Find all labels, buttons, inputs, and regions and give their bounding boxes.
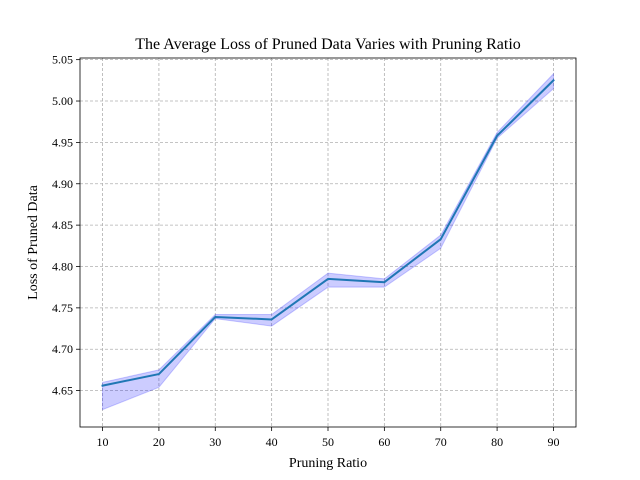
x-tick-label: 40	[266, 435, 278, 449]
y-tick-label: 4.95	[52, 135, 73, 149]
series-line	[101, 78, 555, 387]
x-tick-label: 80	[491, 435, 503, 449]
x-axis: 10 20 30 40 50 60 70 80 90	[97, 427, 559, 449]
plot-area	[101, 72, 555, 411]
grid-lines	[80, 58, 576, 427]
chart-title: The Average Loss of Pruned Data Varies w…	[135, 36, 521, 53]
y-tick-label: 4.65	[52, 384, 73, 398]
y-tick-label: 5.05	[52, 53, 73, 67]
y-axis: 4.65 4.70 4.75 4.80 4.85 4.90 4.95 5.00 5.05	[52, 53, 80, 398]
y-tick-label: 4.90	[52, 177, 73, 191]
y-tick-label: 4.80	[52, 259, 73, 273]
y-axis-label: Loss of Pruned Data	[26, 184, 41, 299]
x-tick-label: 60	[378, 435, 390, 449]
y-tick-label: 4.75	[52, 301, 73, 315]
x-tick-label: 20	[153, 435, 165, 449]
x-tick-label: 50	[322, 435, 334, 449]
x-tick-label: 10	[97, 435, 109, 449]
x-tick-label: 90	[547, 435, 559, 449]
y-tick-label: 4.85	[52, 218, 73, 232]
x-axis-label: Pruning Ratio	[289, 456, 367, 471]
y-tick-label: 4.70	[52, 342, 73, 356]
x-tick-label: 70	[435, 435, 447, 449]
y-tick-label: 5.00	[52, 94, 73, 108]
x-tick-label: 30	[209, 435, 221, 449]
